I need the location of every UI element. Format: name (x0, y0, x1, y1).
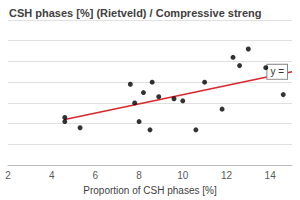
svg-text:y =: y = (270, 66, 284, 77)
svg-text:12: 12 (221, 170, 233, 181)
svg-text:2: 2 (5, 170, 11, 181)
svg-text:10: 10 (177, 170, 189, 181)
svg-text:4: 4 (49, 170, 55, 181)
svg-text:8: 8 (136, 170, 142, 181)
svg-text:14: 14 (265, 170, 277, 181)
svg-text:CSH phases [%] (Rietveld) / Co: CSH phases [%] (Rietveld) / Compressive … (9, 7, 261, 19)
svg-text:Proportion of CSH phases [%]: Proportion of CSH phases [%] (83, 185, 217, 196)
svg-text:6: 6 (93, 170, 99, 181)
